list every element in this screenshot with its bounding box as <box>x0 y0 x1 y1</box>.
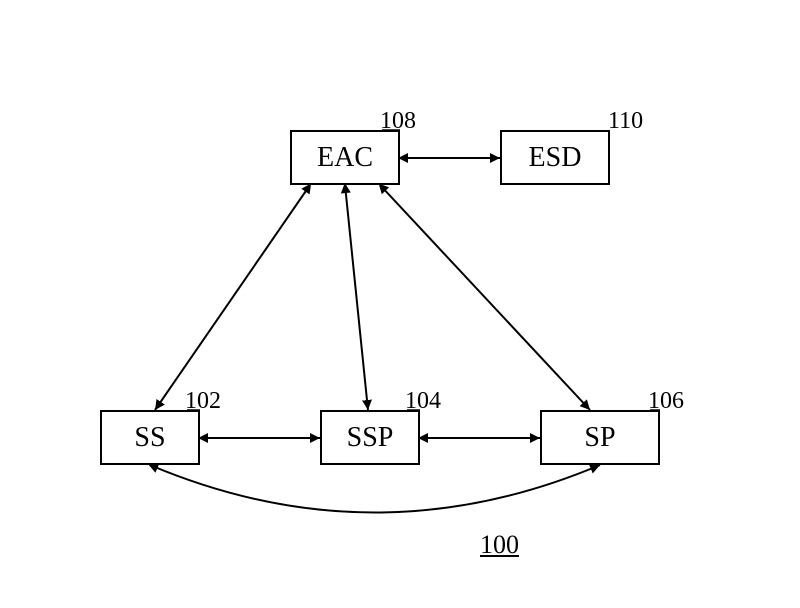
node-ssp: SSP <box>320 410 420 465</box>
ref-ssp: 104 <box>405 388 441 415</box>
node-eac-label: EAC <box>317 144 373 172</box>
node-ss: SS <box>100 410 200 465</box>
node-esd: ESD <box>500 130 610 185</box>
ref-sp: 106 <box>648 388 684 415</box>
ref-sp-text: 106 <box>648 388 684 414</box>
node-eac: EAC <box>290 130 400 185</box>
ref-ss-text: 102 <box>185 388 221 414</box>
node-ssp-label: SSP <box>347 424 394 452</box>
edges-layer <box>0 0 800 608</box>
node-sp-label: SP <box>584 424 615 452</box>
figure-ref-text: 100 <box>480 530 519 559</box>
figure-ref: 100 <box>480 530 519 560</box>
ref-ss: 102 <box>185 388 221 415</box>
ref-leaders <box>0 0 800 608</box>
ref-esd: 110 <box>608 108 643 135</box>
node-ss-label: SS <box>134 424 165 452</box>
node-esd-label: ESD <box>529 144 582 172</box>
ref-eac: 108 <box>380 108 416 135</box>
diagram-canvas: EAC 108 ESD 110 SS 102 SSP 104 SP 106 10… <box>0 0 800 608</box>
ref-ssp-text: 104 <box>405 388 441 414</box>
ref-eac-text: 108 <box>380 108 416 134</box>
ref-esd-text: 110 <box>608 108 643 134</box>
node-sp: SP <box>540 410 660 465</box>
